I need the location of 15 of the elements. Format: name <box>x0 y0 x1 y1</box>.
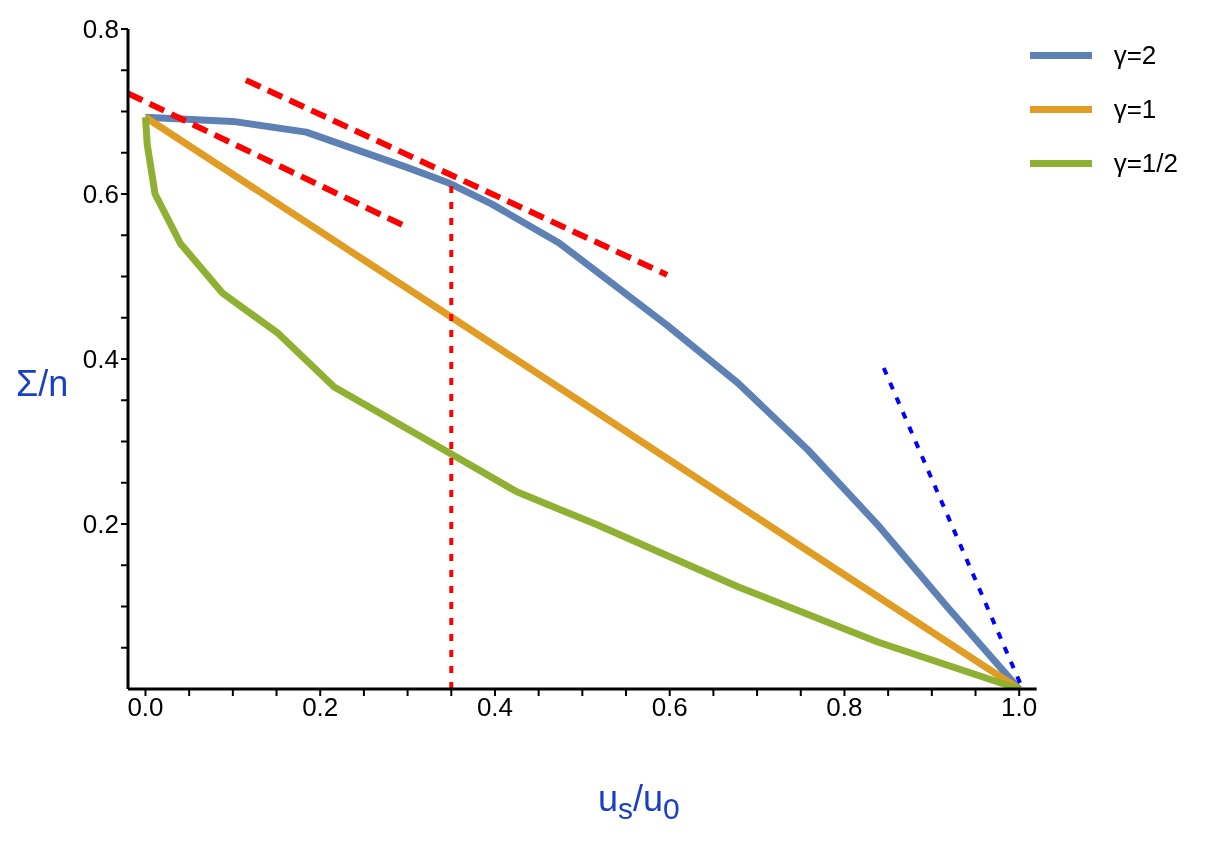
x-tick-label: 0.8 <box>826 692 863 723</box>
legend-label: γ=1/2 <box>1113 147 1178 179</box>
y-tick-label: 0.2 <box>82 509 119 540</box>
y-tick-label: 0.8 <box>82 14 119 45</box>
x-tick-label: 0.4 <box>476 692 514 723</box>
y-axis-title: Σ/n <box>16 363 69 405</box>
y-tick-label: 0.4 <box>82 344 119 375</box>
x-axis-title: u$_{s}$/u$_{0}$ <box>598 778 680 827</box>
legend-label: γ=1 <box>1113 93 1157 125</box>
x-tick-label: 0.2 <box>302 692 339 723</box>
legend-label: γ=2 <box>1113 39 1157 71</box>
x-tick-label: 0.0 <box>127 692 164 723</box>
x-tick-label: 0.6 <box>651 692 688 723</box>
x-tick-label: 1.0 <box>1001 692 1038 723</box>
y-tick-label: 0.6 <box>82 179 119 210</box>
